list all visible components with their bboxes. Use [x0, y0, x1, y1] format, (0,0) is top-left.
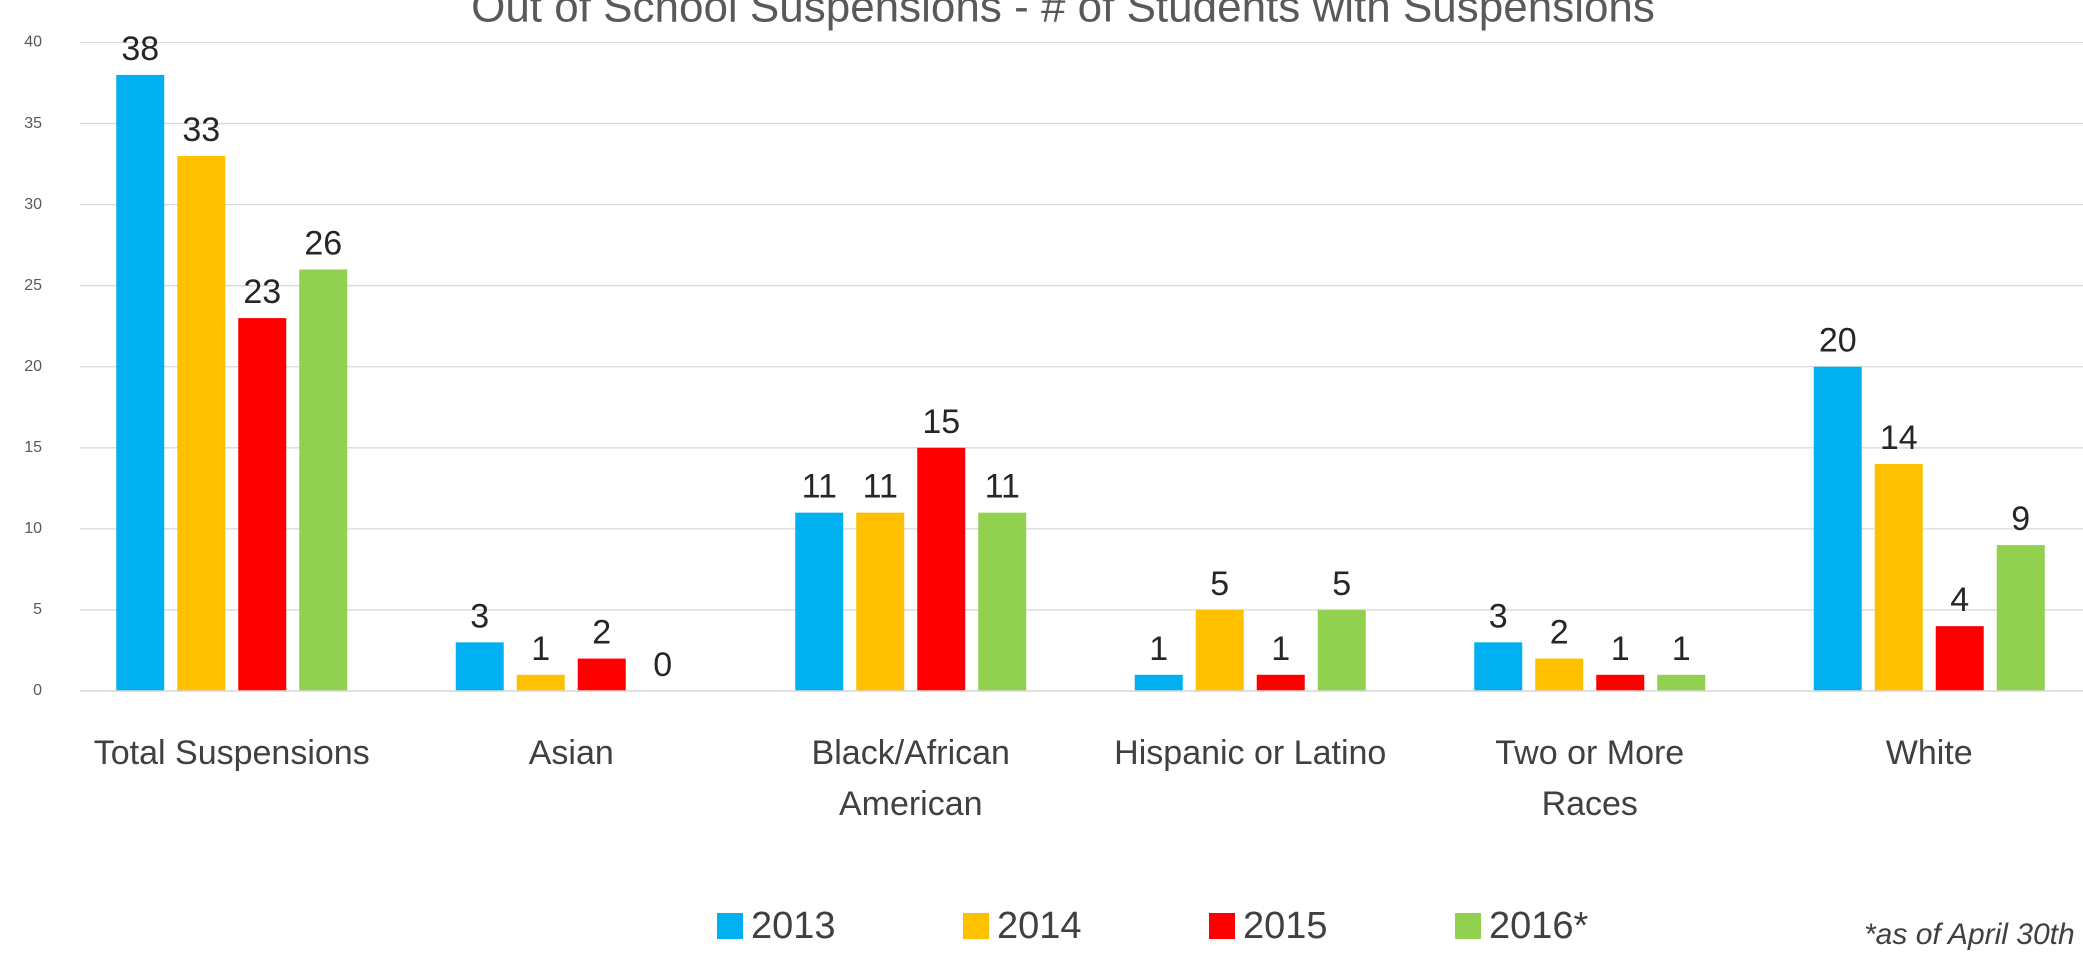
x-tick-label-box: Black/African American	[811, 734, 1010, 823]
y-tick-label: 0	[33, 682, 42, 699]
data-label: 1	[531, 630, 550, 668]
x-tick-label: Hispanic or Latino	[1114, 734, 1387, 772]
annotation: *as of April 30th	[1864, 918, 2075, 951]
y-tick-label: 30	[24, 196, 42, 213]
bar	[1474, 642, 1523, 691]
y-tick-label: 25	[24, 277, 42, 294]
legend-label: 2013	[751, 905, 836, 947]
data-label: 11	[985, 468, 1020, 506]
x-tick-label-box: White	[1885, 734, 1973, 772]
bar	[978, 512, 1027, 691]
data-label: 4	[1950, 581, 1969, 619]
data-label: 2	[1550, 614, 1569, 652]
bar	[1535, 658, 1584, 691]
data-label: 3	[470, 597, 489, 635]
x-tick-label: Total Suspensions	[93, 734, 370, 772]
data-label: 1	[1611, 630, 1630, 668]
y-tick-label: 35	[24, 115, 42, 132]
x-tick-label-box: Total Suspensions	[93, 734, 370, 772]
y-tick-label: 10	[24, 520, 42, 537]
data-label: 1	[1271, 630, 1290, 668]
bar	[116, 74, 165, 692]
bar	[455, 642, 504, 691]
bar	[1134, 674, 1183, 691]
data-label: 20	[1819, 322, 1857, 360]
bar	[177, 155, 226, 692]
data-label: 2	[592, 614, 611, 652]
data-label: 11	[863, 468, 898, 506]
data-label: 3	[1489, 597, 1508, 635]
x-tick-label-box: Asian	[528, 734, 614, 772]
x-tick-label-box: Two or More Races	[1495, 734, 1685, 823]
bar	[577, 658, 626, 691]
data-label: 23	[243, 273, 281, 311]
bar	[1596, 674, 1645, 691]
data-label: 11	[802, 468, 837, 506]
y-tick-label: 5	[33, 601, 42, 618]
x-tick-label: White	[1885, 734, 1973, 772]
data-label: 38	[121, 30, 159, 68]
data-label: 33	[182, 111, 220, 149]
bar	[1195, 609, 1244, 691]
legend-label: 2014	[997, 905, 1082, 947]
bar	[856, 512, 905, 691]
x-tick-label: Two or More Races	[1495, 734, 1685, 823]
x-tick-label: Asian	[528, 734, 614, 772]
data-label: 26	[304, 224, 342, 262]
bar	[1813, 366, 1862, 691]
legend-swatch	[1209, 913, 1235, 939]
legend-label: 2015	[1243, 905, 1328, 947]
bar	[1996, 545, 2045, 691]
bar	[1256, 674, 1305, 691]
bar	[1657, 674, 1706, 691]
bar	[1874, 464, 1923, 691]
bar	[299, 269, 348, 691]
y-tick-label: 20	[24, 358, 42, 375]
legend-swatch	[1455, 913, 1481, 939]
chart-title: Out of School Suspensions - # of Student…	[471, 0, 1655, 32]
bar	[795, 512, 844, 691]
data-label: 0	[653, 646, 672, 684]
bar	[1317, 609, 1366, 691]
legend-swatch	[717, 913, 743, 939]
y-tick-label: 15	[24, 439, 42, 456]
data-label: 9	[2011, 500, 2030, 538]
bar	[238, 318, 287, 691]
bar	[1935, 626, 1984, 691]
x-tick-label: Black/African American	[811, 734, 1010, 823]
data-label: 15	[922, 403, 960, 441]
legend-swatch	[963, 913, 989, 939]
data-label: 5	[1210, 565, 1229, 603]
x-tick-label-box: Hispanic or Latino	[1114, 734, 1387, 772]
bar	[917, 447, 966, 691]
legend-label: 2016*	[1489, 905, 1589, 947]
data-label: 1	[1149, 630, 1168, 668]
y-tick-label: 40	[24, 34, 42, 51]
bar	[516, 674, 565, 691]
data-label: 14	[1880, 419, 1918, 457]
data-label: 1	[1672, 630, 1691, 668]
data-label: 5	[1332, 565, 1351, 603]
